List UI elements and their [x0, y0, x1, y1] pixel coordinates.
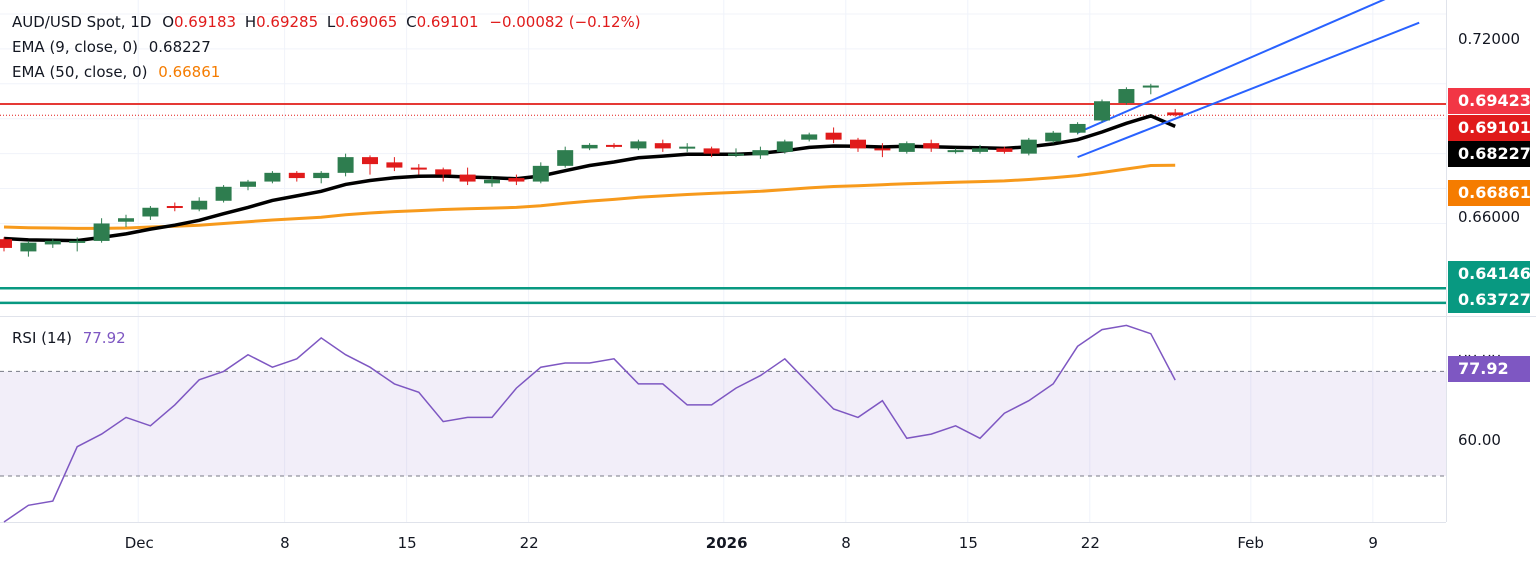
candle-body: [1167, 112, 1184, 116]
candle-body: [313, 172, 330, 179]
channel-upper-line: [1077, 0, 1386, 134]
candle-body: [44, 240, 61, 245]
candle-body: [459, 174, 476, 182]
candle-body: [1142, 85, 1159, 88]
candle-body: [581, 144, 598, 149]
candle-body: [557, 150, 574, 166]
candle-body: [850, 139, 866, 149]
ema50-line: [3, 163, 1176, 230]
date-label: 2026: [705, 534, 748, 552]
rsi-line: [3, 324, 1176, 523]
candle-body: [776, 141, 793, 152]
resistance-badge: 0.69423: [1448, 88, 1531, 114]
candle-body: [386, 162, 403, 168]
channel-lower-line: [1077, 21, 1420, 159]
date-label: Dec: [124, 534, 154, 552]
candle-body: [679, 146, 696, 149]
candle-body: [752, 150, 769, 156]
legend-ema50: EMA (50, close, 0) 0.66861: [12, 62, 220, 82]
high-label: H: [244, 13, 257, 31]
candle-body: [191, 200, 208, 210]
candle-body: [435, 169, 452, 175]
date-label: 8: [841, 534, 851, 552]
candle-body: [874, 148, 891, 151]
candle-body: [947, 150, 964, 153]
legend-ohlc: AUD/USD Spot, 1D O0.69183 H0.69285 L0.69…: [12, 12, 641, 32]
high-value: 0.69285: [256, 13, 319, 31]
candle-body: [264, 172, 281, 182]
candle-body: [142, 207, 159, 217]
date-label: 22: [519, 534, 539, 552]
candle-body: [93, 223, 110, 241]
legend-rsi: RSI (14) 77.92: [12, 328, 126, 348]
close-price-badge: 0.69101: [1448, 115, 1531, 141]
open-label: O: [162, 13, 174, 31]
candle-body: [484, 179, 500, 184]
price-tick-072: 0.72000: [1458, 30, 1521, 48]
close-value: 0.69101: [416, 13, 479, 31]
date-label: 8: [280, 534, 290, 552]
ema9-line: [3, 114, 1176, 243]
date-label: Feb: [1237, 534, 1264, 552]
support2-badge: 0.63727: [1448, 287, 1531, 313]
date-label: 15: [397, 534, 417, 552]
candle-body: [898, 143, 915, 152]
ema50-label: EMA (50, close, 0): [12, 63, 148, 81]
ema9-label: EMA (9, close, 0): [12, 38, 138, 56]
ema50-value: 0.66861: [158, 63, 221, 81]
candle-body: [972, 148, 988, 152]
candle-body: [362, 157, 378, 165]
candle-body: [20, 242, 37, 252]
support1-badge: 0.64146: [1448, 261, 1531, 287]
candle-body: [630, 141, 647, 149]
candle-body: [1069, 123, 1086, 133]
low-value: 0.69065: [335, 13, 398, 31]
symbol-label: AUD/USD Spot, 1D: [12, 13, 152, 31]
open-value: 0.69183: [174, 13, 237, 31]
candle-body: [1045, 132, 1062, 142]
candle-body: [728, 153, 744, 156]
candle-body: [0, 239, 12, 248]
candle-body: [508, 178, 525, 182]
price-tick-066: 0.66000: [1458, 208, 1521, 226]
candle-body: [1020, 139, 1037, 154]
candle-body: [337, 157, 354, 173]
candle-body: [532, 165, 549, 182]
candle-body: [410, 167, 427, 170]
candle-body: [1118, 89, 1135, 104]
candle-body: [606, 144, 622, 147]
change-value: −0.00082 (−0.12%): [489, 13, 641, 31]
candle-body: [166, 206, 183, 209]
candle-body: [703, 148, 720, 154]
candle-body: [215, 186, 232, 201]
date-label: 22: [1080, 534, 1100, 552]
rsi-tick-60: 60.00: [1458, 431, 1501, 449]
low-label: L: [326, 13, 336, 31]
ema50-badge: 0.66861: [1448, 180, 1531, 206]
date-label: 15: [958, 534, 978, 552]
candle-body: [923, 143, 940, 149]
rsi-band: [0, 371, 1446, 476]
candle-body: [654, 143, 671, 149]
rsi-badge: 77.92: [1448, 356, 1530, 382]
candle-body: [288, 172, 305, 179]
ema9-badge: 0.68227: [1448, 141, 1531, 167]
rsi-label: RSI (14): [12, 329, 72, 347]
candle-body: [118, 218, 134, 222]
close-label: C: [406, 13, 417, 31]
candle-body: [69, 240, 86, 243]
rsi-value: 77.92: [82, 329, 126, 347]
candle-body: [801, 134, 818, 140]
candle-body: [996, 148, 1013, 152]
candle-body: [1094, 101, 1110, 121]
candle-body: [240, 181, 256, 187]
candle-body: [825, 132, 842, 140]
ema9-value: 0.68227: [148, 38, 211, 56]
legend-ema9: EMA (9, close, 0) 0.68227: [12, 37, 211, 57]
date-label: 9: [1368, 534, 1378, 552]
